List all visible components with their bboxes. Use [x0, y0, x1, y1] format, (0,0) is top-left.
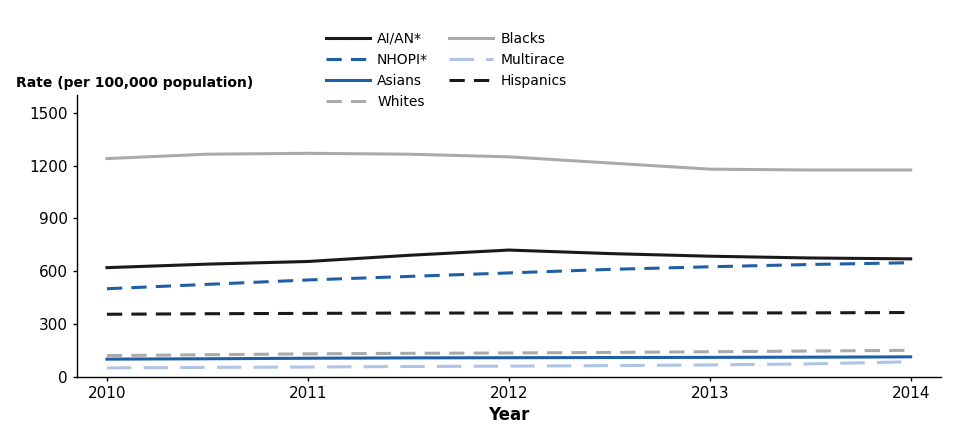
Text: Rate (per 100,000 population): Rate (per 100,000 population) — [16, 76, 253, 90]
X-axis label: Year: Year — [488, 406, 530, 424]
Legend: AI/AN*, NHOPI*, Asians, Whites, Blacks, Multirace, Hispanics: AI/AN*, NHOPI*, Asians, Whites, Blacks, … — [325, 32, 566, 109]
